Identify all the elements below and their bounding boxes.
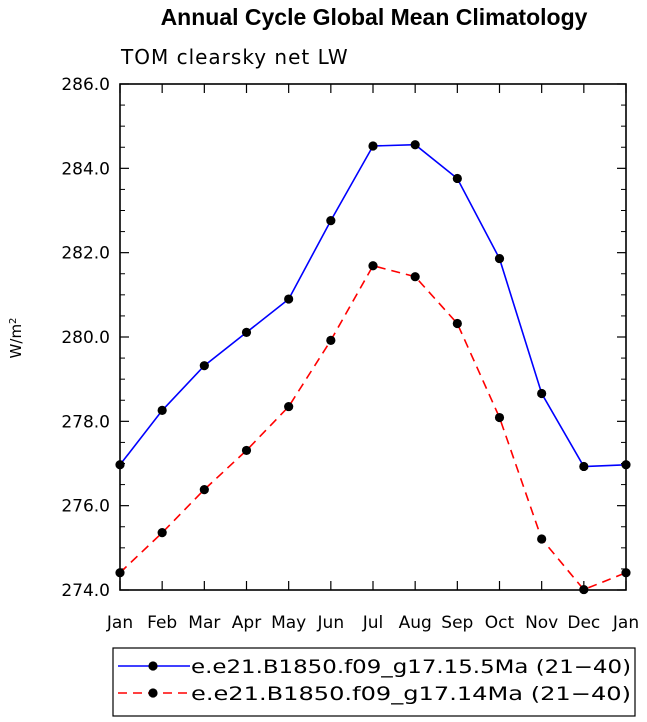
legend-box (112, 647, 636, 717)
series-line-2 (119, 264, 627, 591)
data-point-series-1 (579, 461, 589, 472)
data-point-series-1 (199, 361, 209, 371)
x-tick-label: Feb (147, 613, 177, 633)
data-point-series-1 (241, 327, 252, 337)
data-point-series-2 (537, 534, 547, 544)
chart-subtitle: TOM clearsky net LW (120, 45, 349, 69)
axis-ticks (119, 83, 627, 591)
data-point-series-2 (157, 528, 167, 538)
data-point-series-2 (326, 335, 336, 345)
y-axis-label: W/m2 (7, 318, 25, 359)
legend-marker-2 (148, 688, 158, 698)
y-tick-labels: 274.0 276.0 278.0 280.0 282.0 284.0 286.0 (61, 75, 110, 601)
data-point-series-2 (199, 485, 209, 495)
data-point-series-1 (452, 173, 462, 184)
x-tick-label: Apr (232, 613, 261, 633)
x-tick-label: Nov (525, 613, 558, 633)
x-tick-label: Jul (362, 613, 384, 633)
y-tick-label: 282.0 (61, 244, 110, 264)
legend: e.e21.B1850.f09_g17.15.5Ma (21−40) e.e21.… (112, 647, 636, 717)
plot-frame (119, 83, 627, 591)
chart-title: Annual Cycle Global Mean Climatology (161, 4, 588, 30)
series-line-1 (119, 143, 627, 468)
y-tick-label: 284.0 (61, 159, 110, 179)
legend-label-2: e.e21.B1850.f09_g17.14Ma (21−40) (191, 683, 631, 705)
data-point-series-1 (326, 216, 336, 226)
y-tick-label: 286.0 (61, 75, 110, 95)
data-point-series-1 (157, 405, 167, 415)
data-point-series-1 (284, 294, 294, 304)
y-tick-label: 278.0 (61, 412, 110, 432)
data-point-series-1 (494, 253, 505, 264)
y-tick-label: 280.0 (61, 328, 110, 348)
x-tick-label: Aug (399, 613, 432, 633)
x-tick-label: Jan (106, 613, 133, 633)
data-point-series-2 (368, 261, 378, 271)
y-tick-label: 274.0 (61, 581, 110, 601)
x-tick-labels: Jan Feb Mar Apr May Jun Jul Aug Sep Oct Nov Dec Jan (106, 613, 639, 633)
x-tick-label: Oct (485, 613, 515, 633)
x-tick-label: Mar (188, 613, 220, 633)
x-tick-label: Jun (317, 613, 345, 633)
x-tick-label: Jan (612, 613, 639, 633)
data-point-series-2 (284, 401, 294, 412)
y-tick-label: 276.0 (61, 497, 110, 517)
x-tick-label: Dec (567, 613, 600, 633)
data-point-series-2 (241, 445, 252, 456)
legend-marker-1 (148, 661, 158, 671)
data-point-series-2 (410, 272, 420, 282)
data-point-series-1 (410, 140, 420, 150)
series-group (115, 140, 631, 595)
data-point-series-1 (537, 388, 547, 399)
legend-entries: e.e21.B1850.f09_g17.15.5Ma (21−40) e.e21.… (118, 656, 631, 705)
data-point-series-1 (368, 141, 378, 151)
x-tick-label: Sep (441, 613, 473, 633)
x-tick-label: May (271, 613, 306, 633)
data-point-series-2 (452, 318, 462, 329)
legend-label-1: e.e21.B1850.f09_g17.15.5Ma (21−40) (191, 656, 631, 678)
data-point-series-2 (494, 412, 505, 423)
